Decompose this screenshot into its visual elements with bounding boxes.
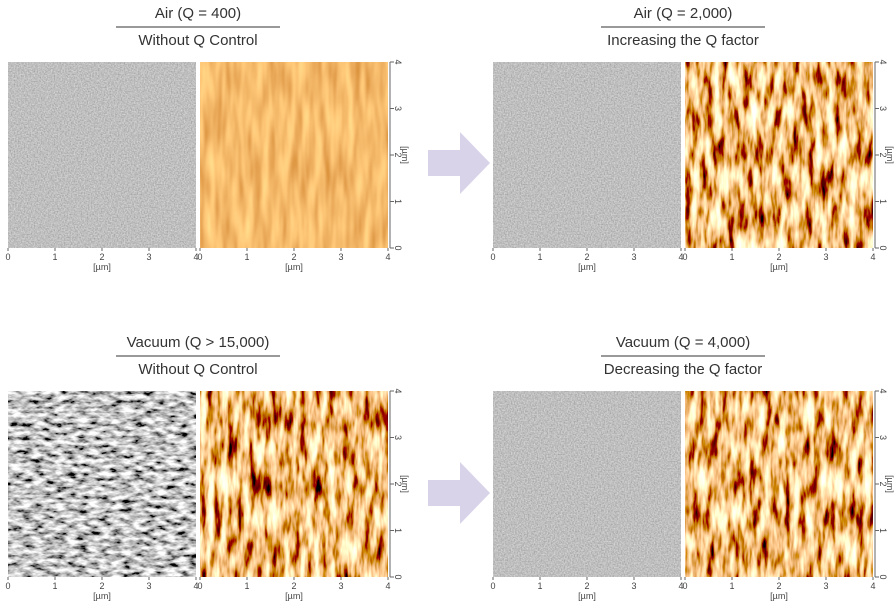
y-tick-label: 0 — [878, 245, 888, 250]
x-tick-label: 2 — [776, 581, 781, 591]
x-tick-label: 3 — [338, 581, 343, 591]
page: Air (Q = 400) Without Q Control 0 1 2 3 4 [µm] 0… — [0, 0, 894, 613]
amplitude-image — [493, 391, 681, 577]
x-tick-label: 4 — [385, 581, 390, 591]
x-tick-label: 1 — [52, 252, 57, 262]
y-tick-label: 4 — [878, 59, 888, 64]
y-tick-label: 0 — [393, 245, 403, 250]
x-tick-label: 1 — [244, 581, 249, 591]
y-tick-label: 1 — [393, 199, 403, 204]
x-tick-label: 2 — [99, 252, 104, 262]
x-tick-label: 0 — [197, 581, 202, 591]
phase-image — [685, 391, 873, 577]
x-tick-label: 0 — [490, 252, 495, 262]
y-tick-label: 0 — [878, 574, 888, 579]
amplitude-image — [8, 391, 196, 577]
y-tick-label: 3 — [878, 435, 888, 440]
x-unit: [µm] — [770, 262, 788, 272]
y-tick-label: 1 — [393, 528, 403, 533]
x-tick-label: 2 — [584, 581, 589, 591]
x-tick-label: 2 — [291, 581, 296, 591]
x-tick-label: 3 — [146, 581, 151, 591]
x-unit: [µm] — [93, 591, 111, 601]
panel-subtitle: Increasing the Q factor — [607, 32, 759, 49]
y-unit: [µm] — [400, 475, 410, 493]
y-tick-label: 4 — [878, 388, 888, 393]
y-tick-label: 1 — [878, 528, 888, 533]
y-tick-label: 4 — [393, 388, 403, 393]
y-unit: [µm] — [400, 146, 410, 164]
y-tick-label: 3 — [393, 435, 403, 440]
x-tick-label: 2 — [291, 252, 296, 262]
x-tick-label: 3 — [146, 252, 151, 262]
x-tick-label: 4 — [385, 252, 390, 262]
x-tick-label: 1 — [52, 581, 57, 591]
panel: Air (Q = 400) Without Q Control 0 1 2 3 4 [µm] 0… — [5, 5, 410, 272]
panel-title: Air (Q = 2,000) — [634, 5, 733, 22]
x-tick-label: 3 — [823, 581, 828, 591]
panel-title: Vacuum (Q = 4,000) — [616, 334, 750, 351]
panel: Air (Q = 2,000) Increasing the Q factor 0 1… — [490, 5, 894, 272]
y-tick-label: 3 — [878, 106, 888, 111]
x-tick-label: 1 — [537, 581, 542, 591]
y-tick-label: 4 — [393, 59, 403, 64]
phase-image — [685, 62, 873, 248]
panel-title: Vacuum (Q > 15,000) — [127, 334, 270, 351]
x-tick-label: 0 — [5, 581, 10, 591]
x-tick-label: 3 — [631, 581, 636, 591]
panel: Vacuum (Q = 4,000) Decreasing the Q facto… — [490, 334, 894, 601]
panel-subtitle: Decreasing the Q factor — [604, 361, 762, 378]
x-tick-label: 4 — [870, 581, 875, 591]
y-unit: [µm] — [885, 146, 894, 164]
amplitude-image — [8, 62, 196, 248]
y-tick-label: 0 — [393, 574, 403, 579]
x-unit: [µm] — [770, 591, 788, 601]
x-tick-label: 0 — [490, 581, 495, 591]
x-tick-label: 2 — [776, 252, 781, 262]
panel-title: Air (Q = 400) — [155, 5, 241, 22]
y-tick-label: 3 — [393, 106, 403, 111]
x-unit: [µm] — [285, 262, 303, 272]
x-tick-label: 0 — [5, 252, 10, 262]
arrow — [428, 132, 490, 524]
x-unit: [µm] — [285, 591, 303, 601]
x-tick-label: 3 — [631, 252, 636, 262]
x-tick-label: 0 — [197, 252, 202, 262]
x-tick-label: 0 — [682, 252, 687, 262]
panel: Vacuum (Q > 15,000) Without Q Control 0 1 2 3… — [5, 334, 410, 601]
phase-image — [200, 391, 388, 577]
x-unit: [µm] — [93, 262, 111, 272]
x-tick-label: 4 — [870, 252, 875, 262]
x-tick-label: 1 — [729, 581, 734, 591]
amplitude-image — [493, 62, 681, 248]
x-tick-label: 3 — [338, 252, 343, 262]
x-unit: [µm] — [578, 262, 596, 272]
x-tick-label: 1 — [537, 252, 542, 262]
phase-image — [200, 62, 388, 248]
panel-subtitle: Without Q Control — [138, 32, 257, 49]
x-tick-label: 2 — [584, 252, 589, 262]
x-tick-label: 3 — [823, 252, 828, 262]
x-tick-label: 2 — [99, 581, 104, 591]
y-tick-label: 1 — [878, 199, 888, 204]
panel-subtitle: Without Q Control — [138, 361, 257, 378]
x-tick-label: 0 — [682, 581, 687, 591]
figure: Air (Q = 400) Without Q Control 0 1 2 3 4 [µm] 0… — [0, 0, 894, 613]
x-tick-label: 1 — [729, 252, 734, 262]
x-unit: [µm] — [578, 591, 596, 601]
x-tick-label: 1 — [244, 252, 249, 262]
y-unit: [µm] — [885, 475, 894, 493]
